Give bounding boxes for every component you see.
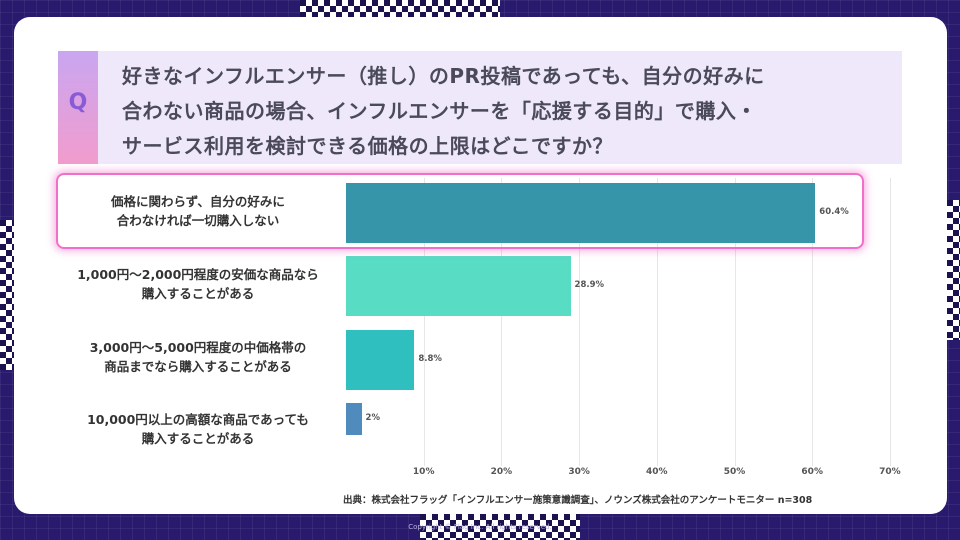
- gridline: [423, 178, 425, 466]
- bar: [346, 256, 571, 316]
- gridline: [501, 178, 503, 466]
- category-label-line: 3,000円～5,000円程度の中価格帯の: [89, 340, 307, 355]
- question-line-1: 好きなインフルエンサー（推し）のPR投稿であっても、自分の好みに: [122, 64, 765, 88]
- category-label-line: 10,000円以上の高額な商品であっても: [87, 412, 309, 427]
- category-label: 価格に関わらず、自分の好みに 合わなければ一切購入しない: [58, 192, 338, 230]
- category-label-line: 価格に関わらず、自分の好みに: [111, 194, 285, 209]
- question-box: [58, 51, 902, 164]
- gridline: [656, 178, 658, 466]
- category-label-line: 購入することがある: [141, 431, 255, 446]
- x-tick-label: 40%: [646, 467, 668, 477]
- bar: [346, 183, 816, 243]
- question-badge-tab: [58, 51, 98, 164]
- category-label: 3,000円～5,000円程度の中価格帯の 商品までなら購入することがある: [58, 338, 338, 376]
- category-label: 1,000円～2,000円程度の安価な商品なら 購入することがある: [58, 265, 338, 303]
- x-tick-label: 20%: [490, 467, 513, 477]
- gridline: [734, 178, 736, 466]
- x-tick-label: 50%: [723, 467, 746, 477]
- highlight-frame: [56, 173, 864, 249]
- x-tick-label: 30%: [568, 467, 590, 477]
- checker-decoration-top: [300, 0, 500, 17]
- data-label: 60.4%: [819, 207, 849, 217]
- question-line-2: 合わない商品の場合、インフルエンサーを「応援する目的」で購入・: [122, 99, 757, 123]
- checker-decoration-left: [0, 220, 14, 370]
- category-label-line: 1,000円～2,000円程度の安価な商品なら: [77, 267, 319, 282]
- question-badge: Q: [68, 90, 88, 115]
- x-tick-label: 70%: [879, 467, 901, 477]
- question-line-3: サービス利用を検討できる価格の上限はどこですか？: [122, 134, 613, 158]
- data-label: 28.9%: [574, 280, 605, 290]
- category-label: 10,000円以上の高額な商品であっても 購入することがある: [58, 410, 338, 448]
- category-label-line: 購入することがある: [141, 286, 255, 301]
- gridline: [812, 178, 814, 466]
- bar: [346, 403, 362, 435]
- copyright: Copyright © Flag Inc. All rights reserve…: [408, 523, 552, 531]
- x-tick-label: 60%: [801, 467, 823, 477]
- data-label: 2%: [365, 413, 380, 423]
- bar: [346, 330, 415, 390]
- checker-decoration-right: [947, 200, 960, 340]
- source-note: 出典：株式会社フラッグ「インフルエンサー施策意識調査」、ノウンズ株式会社のアンケ…: [343, 495, 813, 506]
- gridline: [579, 178, 581, 466]
- data-label: 8.8%: [418, 354, 442, 364]
- gridline: [889, 178, 891, 466]
- checker-decoration-bottom: [420, 514, 580, 540]
- x-tick-label: 10%: [412, 467, 435, 477]
- category-label-line: 合わなければ一切購入しない: [116, 213, 280, 228]
- category-label-line: 商品までなら購入することがある: [104, 359, 292, 374]
